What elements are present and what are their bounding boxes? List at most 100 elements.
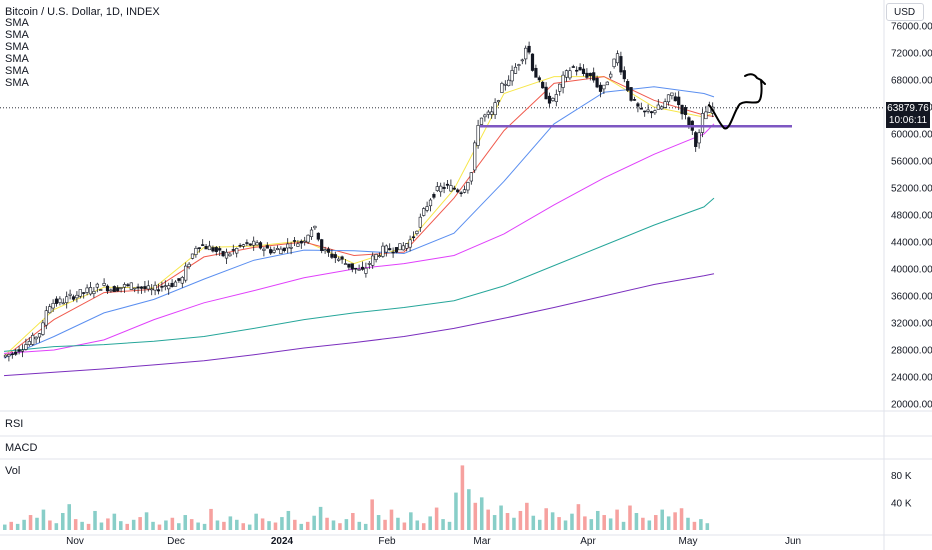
candle-down <box>581 68 586 74</box>
price-tick-label: 52000.00 <box>891 184 932 195</box>
candle-up <box>476 125 480 146</box>
volume-bar <box>151 521 155 530</box>
candle-down <box>588 72 592 77</box>
volume-bar <box>499 505 503 530</box>
candle-up <box>401 245 405 251</box>
volume-bar <box>479 497 484 530</box>
candle-up <box>3 354 8 358</box>
candle-down <box>677 96 681 106</box>
candle-up <box>180 277 184 284</box>
rsi-pane-label[interactable]: RSI <box>5 418 24 430</box>
sma-legend-4[interactable]: SMA <box>5 53 29 65</box>
candle-down <box>643 110 647 113</box>
volume-bar <box>215 520 220 530</box>
volume-bar <box>61 513 65 530</box>
volume-bar <box>441 519 445 530</box>
volume-bar <box>525 502 529 530</box>
candle-up <box>61 302 65 305</box>
candle-down <box>238 244 242 247</box>
candle-down <box>456 189 460 193</box>
volume-bar <box>247 524 252 530</box>
candle-down <box>170 282 174 287</box>
candle-up <box>75 294 79 299</box>
candle-up <box>568 70 572 79</box>
volume-bar <box>222 521 226 530</box>
sma-line-1 <box>3 76 715 357</box>
candle-up <box>102 283 106 286</box>
candle-up <box>289 247 293 249</box>
volume-bar <box>666 516 671 530</box>
candle-up <box>398 243 402 251</box>
sma-legend-1[interactable]: SMA <box>5 17 29 29</box>
candle-up <box>241 244 246 247</box>
volume-bar <box>48 520 52 530</box>
macd-pane-label[interactable]: MACD <box>5 442 38 454</box>
candle-up <box>88 287 93 295</box>
candle-up <box>493 102 497 116</box>
candle-up <box>364 267 368 274</box>
sma-legend-5[interactable]: SMA <box>5 65 29 77</box>
candle-up <box>425 206 429 211</box>
volume-bar <box>125 523 130 530</box>
sma-legend-3[interactable]: SMA <box>5 41 29 53</box>
candle-up <box>68 293 72 296</box>
candle-down <box>116 287 120 292</box>
candle-down <box>442 186 446 189</box>
vol-pane-label[interactable]: Vol <box>5 465 21 477</box>
volume-bar <box>615 509 619 530</box>
volume-bar <box>621 521 626 530</box>
volume-bar <box>189 519 194 530</box>
candle-up <box>615 53 620 64</box>
volume-bar <box>280 517 284 530</box>
candle-up <box>660 106 664 110</box>
candle-down <box>197 247 201 249</box>
volume-bar <box>518 510 523 530</box>
volume-bar <box>428 516 432 530</box>
candle-up <box>439 185 443 193</box>
price-tick-label: 20000.00 <box>891 400 932 411</box>
volume-bar <box>9 521 13 530</box>
volume-bar <box>202 523 207 530</box>
volume-bar <box>293 519 297 530</box>
price-tick-label: 28000.00 <box>891 346 932 357</box>
last-price-value: 63879.76 <box>887 103 929 114</box>
price-tick-label: 72000.00 <box>891 49 932 60</box>
candle-up <box>697 132 701 144</box>
volume-tick-label: 80 K <box>891 471 912 482</box>
candle-down <box>139 286 144 289</box>
candle-down <box>527 45 531 53</box>
volume-bar <box>686 517 690 530</box>
candle-up <box>520 59 524 62</box>
sma-legend-2[interactable]: SMA <box>5 29 29 41</box>
candle-down <box>282 247 286 251</box>
volume-bar <box>370 499 374 530</box>
candle-up <box>95 283 99 288</box>
candle-down <box>320 239 324 251</box>
currency-button[interactable]: USD <box>886 3 924 21</box>
volume-bar <box>93 510 97 530</box>
volume-bar <box>67 504 71 530</box>
candle-down <box>360 266 365 270</box>
candle-up <box>490 111 494 115</box>
candle-up <box>150 288 154 291</box>
candle-up <box>306 234 310 243</box>
candle-down <box>626 81 630 91</box>
candle-down <box>459 192 463 195</box>
volume-bar <box>383 519 387 530</box>
candle-up <box>262 248 266 251</box>
volume-tick-label: 40 K <box>891 498 912 509</box>
candle-down <box>391 251 395 254</box>
candle-up <box>65 296 69 303</box>
candle-up <box>428 199 433 207</box>
candle-up <box>381 245 385 257</box>
candle-up <box>513 66 518 74</box>
sma-legend-6[interactable]: SMA <box>5 77 29 89</box>
candle-up <box>24 344 28 350</box>
volume-bar <box>692 521 697 530</box>
candle-down <box>326 248 331 253</box>
candle-down <box>636 103 640 107</box>
time-tick-label: 2024 <box>271 536 294 547</box>
volume-bar <box>99 522 104 530</box>
